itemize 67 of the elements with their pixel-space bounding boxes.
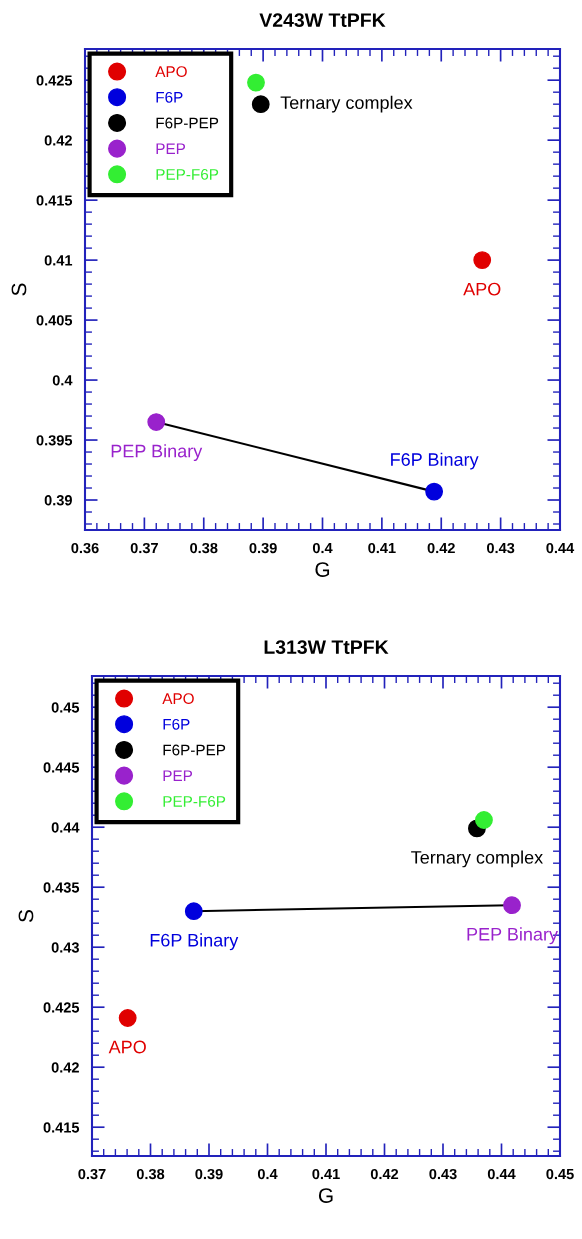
point <box>251 95 270 114</box>
y-tick-label: 0.425 <box>36 75 73 86</box>
y-tick-label: 0.44 <box>51 822 80 833</box>
x-tick-label: 0.37 <box>78 1168 106 1180</box>
legend-label: F6P-PEP <box>156 117 219 129</box>
x-tick-label: 0.42 <box>427 542 455 554</box>
y-tick-label: 0.445 <box>43 762 80 773</box>
x-tick-label: 0.43 <box>429 1168 457 1180</box>
point <box>247 73 265 92</box>
point <box>118 1009 137 1027</box>
x-tick-label: 0.37 <box>130 542 158 554</box>
x-axis-title: G <box>318 1188 333 1203</box>
x-tick-label: 0.4 <box>312 542 333 554</box>
x-tick-label: 0.41 <box>312 1168 340 1180</box>
x-tick-label: 0.39 <box>195 1168 223 1180</box>
y-axis-title: S <box>18 910 34 922</box>
legend-label: PEP-F6P <box>156 169 219 180</box>
x-tick-label: 0.38 <box>136 1168 165 1180</box>
y-tick-label: 0.39 <box>44 495 72 506</box>
annotation: F6P Binary <box>150 933 239 951</box>
x-tick-label: 0.36 <box>71 542 99 554</box>
x-tick-label: 0.44 <box>546 542 575 554</box>
legend-label: F6P <box>163 718 190 730</box>
point <box>475 811 493 829</box>
annotation: APO <box>463 282 501 296</box>
y-tick-label: 0.415 <box>36 195 73 206</box>
y-tick-label: 0.42 <box>51 1062 79 1073</box>
x-tick-label: 0.45 <box>546 1168 574 1180</box>
chart-title: V243W TtPFK <box>259 13 386 27</box>
annotation: PEP Binary <box>111 444 203 462</box>
y-tick-label: 0.4 <box>52 375 73 386</box>
x-tick-label: 0.4 <box>257 1168 278 1180</box>
y-tick-label: 0.42 <box>44 135 72 146</box>
legend-label: PEP-F6P <box>163 796 226 807</box>
y-tick-label: 0.41 <box>44 255 73 266</box>
annotation: F6P Binary <box>391 452 479 470</box>
point <box>425 482 444 501</box>
annotation: PEP Binary <box>467 927 558 945</box>
legend-label: PEP <box>156 143 186 154</box>
legend-label: APO <box>155 66 187 78</box>
x-tick-label: 0.41 <box>368 542 396 554</box>
y-axis-title: S <box>11 283 27 296</box>
x-tick-label: 0.43 <box>487 542 515 554</box>
annotation: Ternary complex <box>411 850 543 868</box>
legend-label: F6P <box>156 91 183 103</box>
x-tick-label: 0.44 <box>487 1168 516 1180</box>
legend-label: APO <box>162 693 194 705</box>
y-tick-label: 0.435 <box>43 882 80 893</box>
point <box>184 902 203 921</box>
y-tick-label: 0.43 <box>51 942 79 953</box>
legend-label: PEP <box>163 770 193 781</box>
x-axis-title: G <box>315 562 330 577</box>
y-tick-label: 0.395 <box>36 435 73 446</box>
x-tick-label: 0.39 <box>249 542 277 554</box>
y-tick-label: 0.405 <box>36 315 73 326</box>
chart-title: L313W TtPFK <box>264 640 389 654</box>
x-tick-label: 0.38 <box>190 542 218 554</box>
annotation: Ternary complex <box>280 95 413 113</box>
legend-label: F6P-PEP <box>163 744 226 756</box>
x-tick-label: 0.42 <box>370 1168 399 1180</box>
y-tick-label: 0.415 <box>43 1122 80 1133</box>
point <box>503 896 521 915</box>
annotation: APO <box>108 1040 146 1054</box>
y-tick-label: 0.425 <box>43 1002 80 1013</box>
point <box>147 413 166 431</box>
point <box>473 251 492 270</box>
y-tick-label: 0.45 <box>51 702 80 713</box>
